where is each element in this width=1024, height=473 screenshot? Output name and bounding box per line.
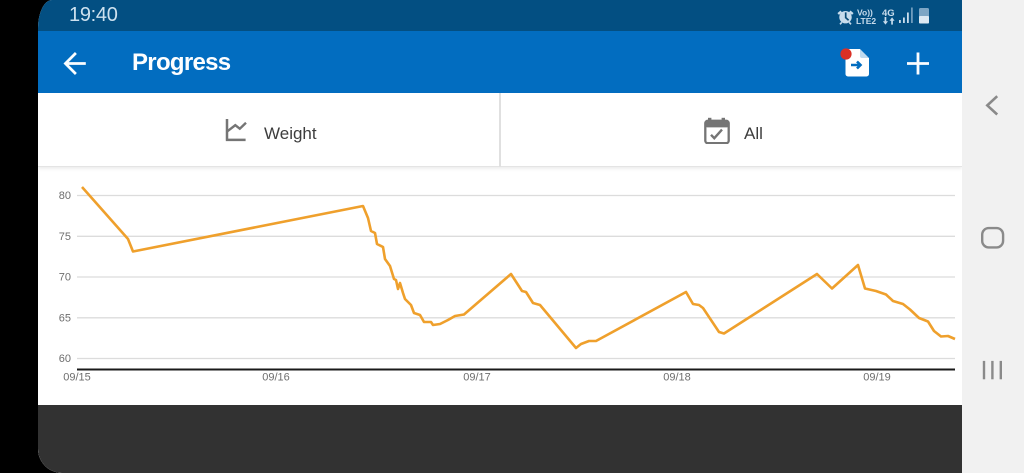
svg-text:65: 65 [59, 312, 71, 324]
svg-text:LTE2: LTE2 [856, 16, 876, 26]
svg-text:4G: 4G [882, 8, 895, 19]
svg-text:75: 75 [59, 231, 71, 243]
svg-text:80: 80 [59, 190, 71, 202]
svg-text:09/16: 09/16 [262, 372, 290, 384]
svg-text:09/18: 09/18 [663, 372, 691, 384]
svg-text:70: 70 [59, 272, 71, 284]
svg-text:09/17: 09/17 [463, 372, 491, 384]
svg-text:09/15: 09/15 [63, 372, 91, 384]
svg-text:60: 60 [59, 353, 71, 365]
svg-text:Vo)): Vo)) [857, 8, 873, 18]
svg-text:09/19: 09/19 [863, 372, 891, 384]
